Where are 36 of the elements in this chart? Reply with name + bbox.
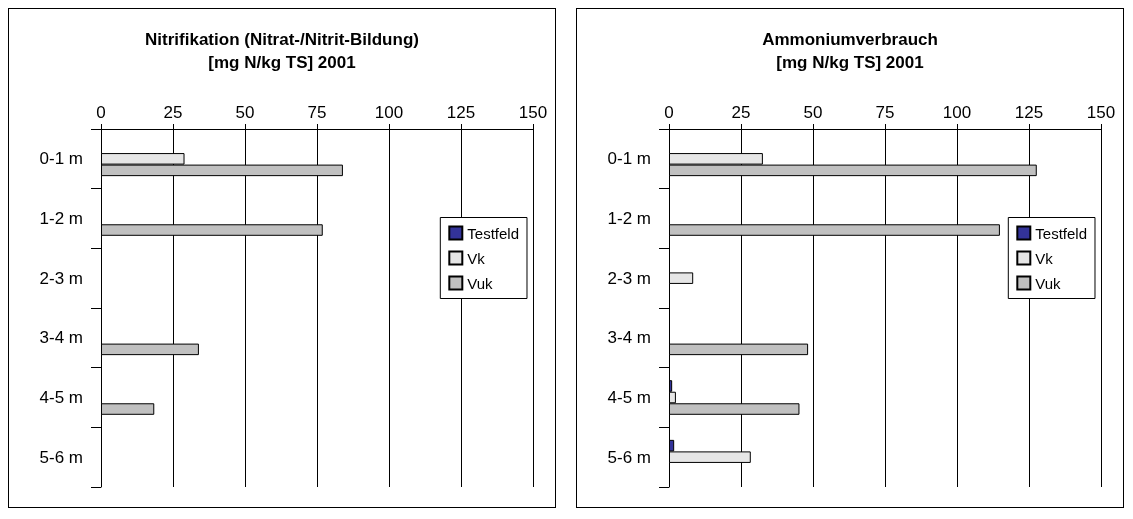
x-tick-label: 150 bbox=[518, 103, 548, 122]
y-tick-label: 2-3 m bbox=[39, 268, 83, 288]
y-tick-label: 5-6 m bbox=[607, 447, 651, 467]
chart-title: Nitrifikation (Nitrat-/Nitrit-Bildung) [mg N/kg TS] 2001 bbox=[145, 30, 419, 72]
y-tick-label: 2-3 m bbox=[607, 268, 651, 288]
legend-label: Vk bbox=[467, 249, 486, 267]
x-tick-label: 0 bbox=[664, 103, 674, 122]
x-tick-label: 100 bbox=[942, 103, 972, 122]
y-tick-label: 3-4 m bbox=[39, 328, 83, 348]
x-tick-label: 125 bbox=[1014, 103, 1044, 122]
x-tick-label: 75 bbox=[875, 103, 895, 122]
x-tick-label: 150 bbox=[1086, 103, 1116, 122]
x-tick-label: 50 bbox=[803, 103, 823, 122]
y-tick-label: 1-2 m bbox=[607, 209, 651, 228]
y-tick-label: 4-5 m bbox=[607, 388, 651, 407]
legend-label: Vuk bbox=[467, 274, 494, 292]
y-tick-label: 3-4 m bbox=[607, 328, 651, 348]
x-tick-label: 75 bbox=[307, 103, 327, 122]
bar bbox=[669, 272, 694, 284]
legend-label: Vuk bbox=[1035, 274, 1062, 292]
x-tick-label: 25 bbox=[731, 103, 751, 122]
legend-label: Vk bbox=[1035, 249, 1054, 267]
chart-title: Ammoniumverbrauch [mg N/kg TS] 2001 bbox=[762, 30, 938, 72]
y-tick-label: 5-6 m bbox=[39, 447, 83, 467]
y-tick-label: 1-2 m bbox=[39, 209, 83, 228]
x-tick-label: 50 bbox=[235, 103, 255, 122]
legend-label: Testfeld bbox=[1035, 224, 1088, 242]
y-tick-label: 4-5 m bbox=[39, 388, 83, 407]
bar bbox=[101, 403, 155, 415]
x-tick-label: 25 bbox=[163, 103, 183, 122]
x-tick-label: 0 bbox=[96, 103, 106, 122]
y-tick-label: 0-1 m bbox=[39, 149, 83, 169]
y-tick-label: 0-1 m bbox=[607, 149, 651, 169]
legend-label: Testfeld bbox=[467, 224, 520, 242]
x-tick-label: 100 bbox=[374, 103, 404, 122]
x-tick-label: 125 bbox=[446, 103, 476, 122]
